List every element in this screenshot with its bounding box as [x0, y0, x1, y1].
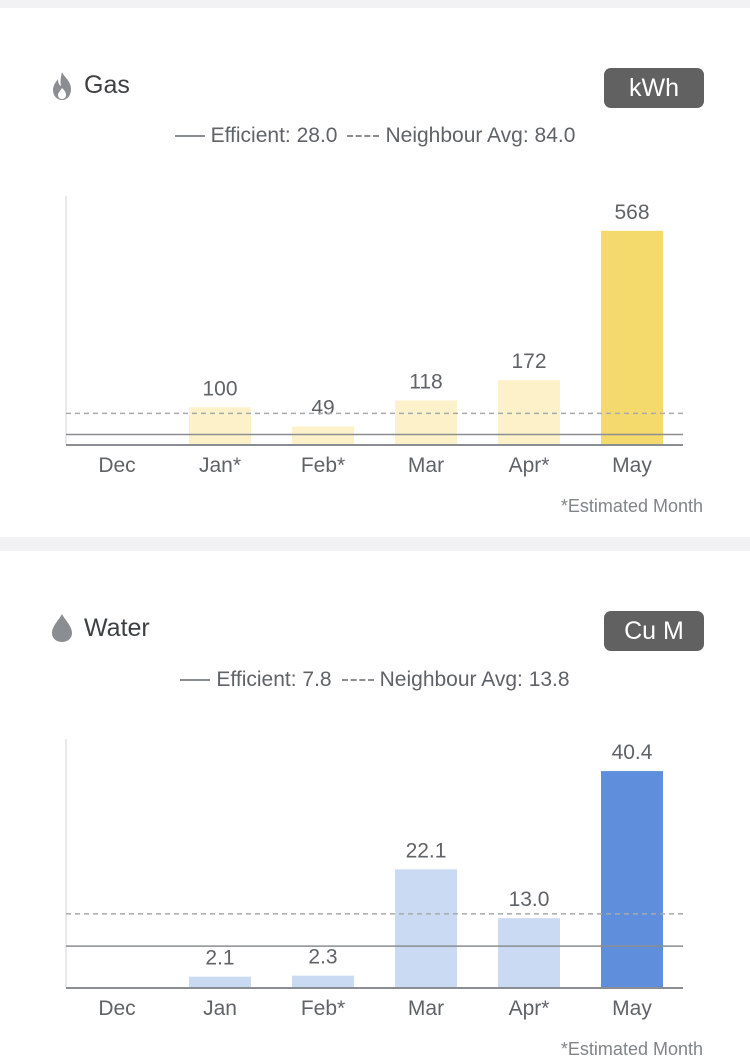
- gas-bar[interactable]: [395, 400, 457, 445]
- water-neighbour-value: 13.8: [528, 668, 570, 691]
- water-value-label: 2.3: [308, 946, 337, 969]
- water-unit-toggle[interactable]: Cu M: [604, 611, 704, 651]
- water-value-label: 22.1: [406, 839, 447, 862]
- efficient-line-swatch: [174, 135, 205, 138]
- gas-usage-card: Gas kWh Efficient: 28.0 Neighbour Avg: 84…: [0, 8, 750, 537]
- gas-footnote: *Estimated Month: [560, 496, 703, 516]
- gas-bar[interactable]: [601, 230, 663, 445]
- water-legend: Efficient: 7.8 Neighbour Avg: 13.8: [0, 668, 750, 692]
- water-neighbour-label: Neighbour Avg:: [379, 668, 523, 691]
- gas-category-label: Jan*: [199, 454, 241, 477]
- gas-bar-chart: Dec 100 Jan* 49 Feb* 118 Mar 172 Apr* 568 May: [65, 196, 683, 477]
- gas-efficient-value: 28.0: [296, 124, 338, 147]
- water-value-label: 2.1: [205, 947, 234, 970]
- water-usage-card: Water Cu M Efficient: 7.8 Neighbour Avg: …: [0, 551, 750, 1059]
- top-separator: [0, 0, 750, 8]
- water-bar[interactable]: [601, 771, 663, 988]
- water-footnote: *Estimated Month: [560, 1039, 703, 1059]
- gas-value-label: 100: [202, 377, 237, 400]
- water-bar[interactable]: [498, 918, 560, 988]
- gas-title: Gas: [84, 71, 130, 99]
- gas-value-label: 118: [409, 371, 442, 394]
- section-separator: [0, 537, 750, 551]
- flame-icon: [53, 72, 71, 100]
- water-drop-icon: [52, 614, 72, 642]
- water-category-label: Feb*: [301, 997, 345, 1020]
- water-bar[interactable]: [395, 869, 457, 988]
- water-value-label: 13.0: [509, 888, 550, 911]
- efficient-line-swatch: [180, 679, 211, 682]
- gas-category-label: Feb*: [301, 454, 345, 477]
- gas-category-label: May: [612, 454, 652, 477]
- gas-value-label: 172: [511, 350, 546, 373]
- gas-unit-toggle[interactable]: kWh: [604, 68, 704, 108]
- water-category-label: Dec: [98, 997, 135, 1020]
- water-title: Water: [84, 614, 150, 642]
- gas-efficient-label: Efficient:: [210, 124, 291, 147]
- water-value-label: 40.4: [612, 741, 653, 764]
- gas-category-label: Mar: [408, 454, 444, 477]
- water-efficient-label: Efficient:: [216, 668, 297, 691]
- gas-neighbour-label: Neighbour Avg:: [385, 124, 529, 147]
- gas-neighbour-value: 84.0: [534, 124, 576, 147]
- water-efficient-value: 7.8: [302, 668, 332, 691]
- gas-bar[interactable]: [292, 426, 354, 445]
- neighbour-line-swatch: [347, 135, 380, 138]
- water-category-label: Jan: [203, 997, 237, 1020]
- gas-value-label: 568: [614, 201, 649, 224]
- gas-value-label: 49: [311, 397, 334, 420]
- gas-legend: Efficient: 28.0 Neighbour Avg: 84.0: [0, 124, 750, 148]
- water-bar[interactable]: [292, 975, 354, 988]
- gas-category-label: Apr*: [509, 454, 550, 477]
- water-category-label: May: [612, 997, 652, 1020]
- water-bar[interactable]: [189, 976, 251, 988]
- water-bar-chart: Dec 2.1 Jan 2.3 Feb* 22.1 Mar 13.0 Apr* 40.4 May: [65, 739, 683, 1020]
- gas-category-label: Dec: [98, 454, 135, 477]
- gas-bar[interactable]: [498, 380, 560, 445]
- water-category-label: Mar: [408, 997, 444, 1020]
- water-category-label: Apr*: [509, 997, 550, 1020]
- neighbour-line-swatch: [341, 679, 374, 682]
